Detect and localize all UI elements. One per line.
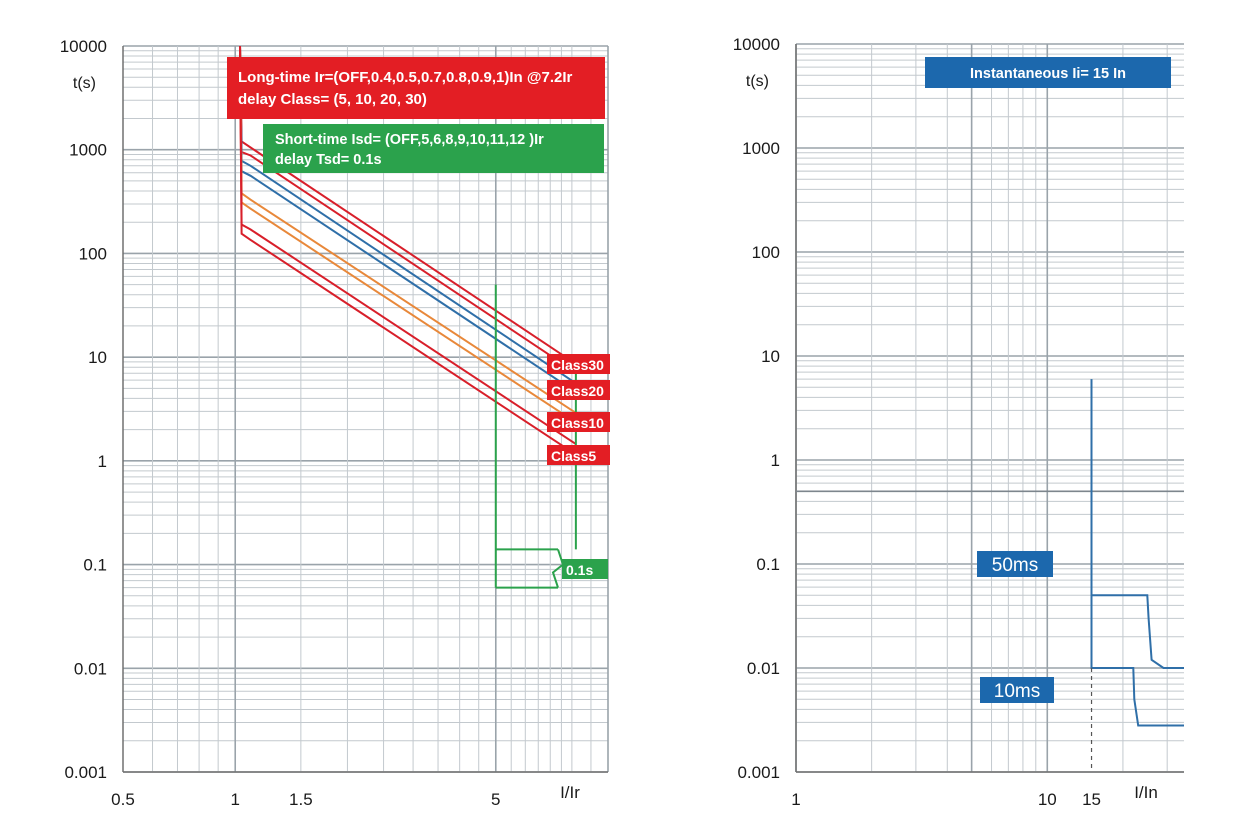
y-tick-label: 0.01 <box>747 659 780 678</box>
class-label-box <box>547 380 610 400</box>
tick-labels: 0.001 0.01 0.1 1 10 100 1000 10000 1 10 15 I/In t(s) <box>733 35 1158 809</box>
y-tick-label: 1 <box>771 451 780 470</box>
y-tick-label: 10 <box>88 348 107 367</box>
x-tick-label: 15 <box>1082 790 1101 809</box>
grid <box>795 43 1184 773</box>
class-label: Class5 <box>551 448 596 464</box>
label-50ms: 50ms <box>992 555 1038 576</box>
label-10ms: 10ms <box>994 681 1040 702</box>
x-axis-label: I/Ir <box>560 783 580 802</box>
annotations: Long-time Ir=(OFF,0.4,0.5,0.7,0.8,0.9,1)… <box>227 57 610 579</box>
x-tick-label: 1 <box>791 790 800 809</box>
class-label-box <box>547 354 610 374</box>
y-tick-label: 10000 <box>60 37 107 56</box>
y-axis-label: t(s) <box>746 73 769 90</box>
instantaneous-trip-chart: 0.001 0.01 0.1 1 10 100 1000 10000 1 10 15 I/In t(s)… <box>733 35 1184 809</box>
y-tick-label: 10000 <box>733 35 780 54</box>
instantaneous-curve <box>1090 595 1184 727</box>
long-time-line-1: Long-time Ir=(OFF,0.4,0.5,0.7,0.8,0.9,1)… <box>238 69 572 86</box>
class-label: Class20 <box>551 383 604 399</box>
tsd-label-box <box>562 559 608 579</box>
tick-labels: 0.001 0.01 0.1 1 10 100 1000 10000 0.5 1 1.5 5 I/Ir t… <box>60 37 581 809</box>
y-tick-label: 10 <box>761 347 780 366</box>
x-tick-label: 0.5 <box>111 790 135 809</box>
short-time-line-1: Short-time Isd= (OFF,5,6,8,9,10,11,12 )I… <box>275 132 544 148</box>
y-tick-label: 1000 <box>742 139 780 158</box>
y-tick-label: 0.01 <box>74 659 107 678</box>
class-label: Class10 <box>551 415 604 431</box>
class-label-box <box>547 412 610 432</box>
grid <box>122 45 609 773</box>
series-lines <box>1090 379 1184 727</box>
y-tick-label: 0.1 <box>756 555 780 574</box>
y-axis-label: t(s) <box>73 75 96 92</box>
y-tick-label: 0.001 <box>737 763 780 782</box>
y-tick-label: 100 <box>752 243 780 262</box>
x-axis-label: I/In <box>1134 783 1158 802</box>
x-tick-label: 1.5 <box>289 790 313 809</box>
short-time-line-2: delay Tsd= 0.1s <box>275 152 382 168</box>
y-tick-label: 0.1 <box>83 556 107 575</box>
long-short-time-trip-chart: 0.001 0.01 0.1 1 10 100 1000 10000 0.5 1 1.5 5 I/Ir t… <box>60 37 610 809</box>
x-tick-label: 10 <box>1038 790 1057 809</box>
long-time-line-2: delay Class= (5, 10, 20, 30) <box>238 91 427 108</box>
x-tick-label: 5 <box>491 790 500 809</box>
long-time-delay-box <box>227 57 605 119</box>
instantaneous-label: Instantaneous Ii= 15 In <box>970 66 1126 82</box>
class-label-box <box>547 445 610 465</box>
y-tick-label: 1000 <box>69 141 107 160</box>
x-tick-label: 1 <box>230 790 239 809</box>
tsd-bracket <box>551 549 565 588</box>
y-tick-label: 100 <box>79 244 107 263</box>
tsd-label: 0.1s <box>566 562 593 578</box>
label-10ms-box <box>980 677 1054 703</box>
class-label: Class30 <box>551 357 604 373</box>
label-50ms-box <box>977 551 1053 577</box>
long-time-curve <box>239 45 577 456</box>
instantaneous-box <box>925 57 1171 88</box>
y-tick-label: 0.001 <box>64 763 107 782</box>
annotations: Instantaneous Ii= 15 In 50ms 10ms <box>925 57 1171 703</box>
short-time-delay-box <box>263 124 604 173</box>
y-tick-label: 1 <box>98 452 107 471</box>
instantaneous-curve <box>1090 379 1184 669</box>
